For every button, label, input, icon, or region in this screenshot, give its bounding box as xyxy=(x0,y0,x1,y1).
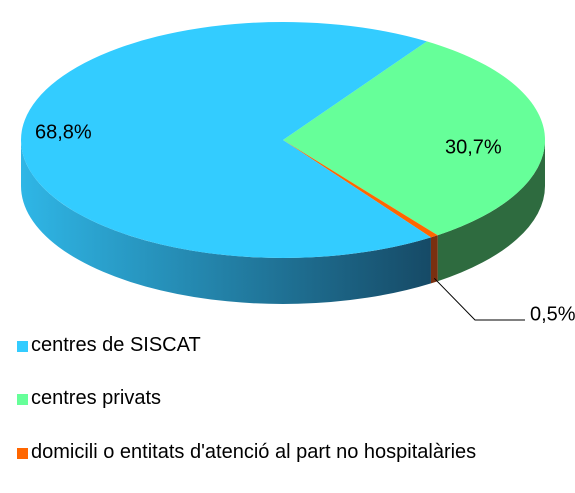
slice-side xyxy=(430,235,438,284)
legend-label: centres privats xyxy=(31,387,162,409)
legend-item: centres privats xyxy=(17,386,477,411)
leader-line xyxy=(433,277,525,321)
slice xyxy=(21,22,431,259)
legend-label: centres de SISCAT xyxy=(31,334,201,356)
value-label: 68,8% xyxy=(35,121,92,143)
value-label: 0,5% xyxy=(530,303,575,325)
slice-side xyxy=(437,140,545,282)
slice xyxy=(283,140,438,238)
value-label: 30,7% xyxy=(445,136,502,158)
legend-label: domicili o entitats d'atenció al part no… xyxy=(31,441,477,463)
legend-item: domicili o entitats d'atenció al part no… xyxy=(17,440,477,465)
legend-swatch xyxy=(17,448,28,459)
legend-swatch xyxy=(17,394,28,405)
legend-swatch xyxy=(17,341,28,352)
slice-side xyxy=(21,140,431,304)
slice xyxy=(283,41,545,236)
legend-item: centres de SISCAT xyxy=(17,333,477,358)
